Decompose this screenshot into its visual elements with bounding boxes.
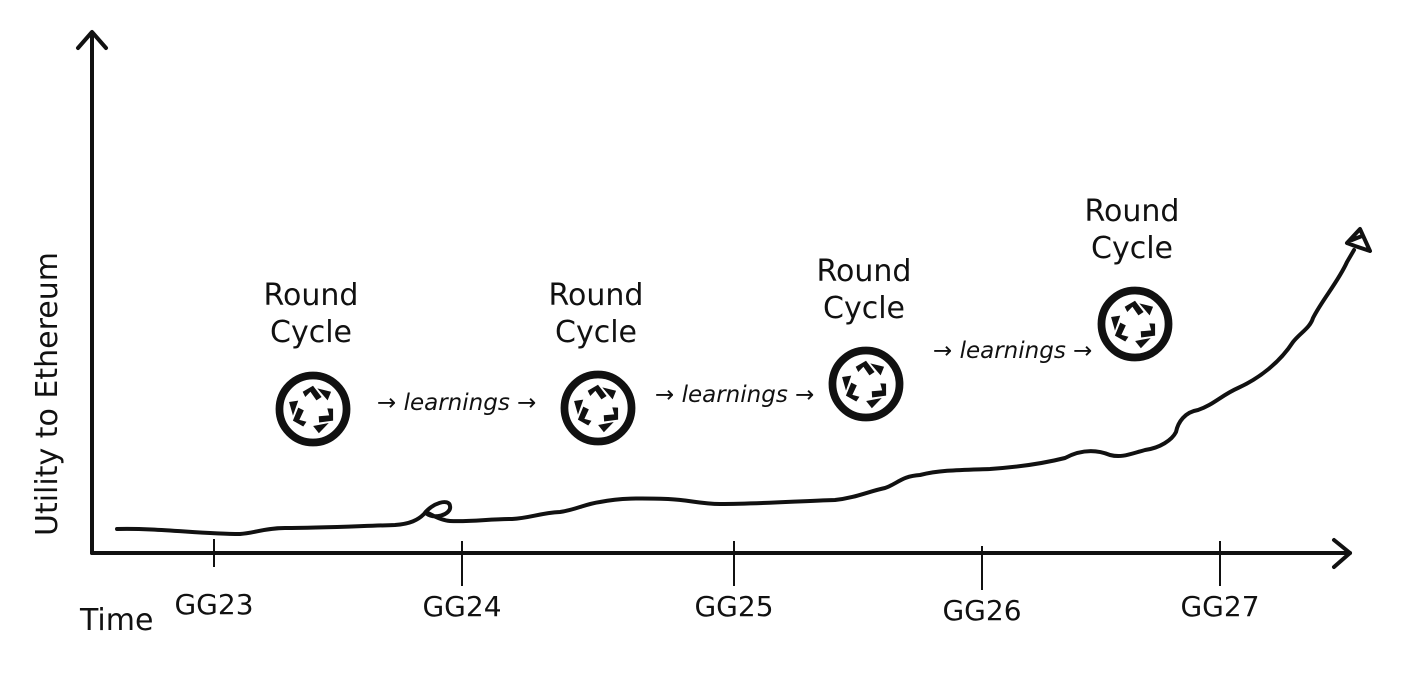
x-axis-arrowhead xyxy=(1332,538,1352,569)
round-title-line2: Cycle xyxy=(822,291,905,326)
y-axis-label: Utility to Ethereum xyxy=(30,252,65,536)
learnings-arrow: → learnings → xyxy=(933,338,1092,364)
tick-label-gg23: GG23 xyxy=(174,588,254,621)
round-title-line1: Round xyxy=(816,254,912,289)
x-axis-label: Time xyxy=(80,603,154,638)
recycle-icon xyxy=(832,350,899,417)
arrow-post: → xyxy=(517,390,537,416)
round-title-line1: Round xyxy=(548,278,644,313)
recycle-icon xyxy=(279,375,346,442)
utility-growth-curve xyxy=(115,248,1356,536)
round-cycle-title: Round Cycle xyxy=(264,277,359,351)
round-title-line2: Cycle xyxy=(269,315,352,350)
round-cycle-title: Round Cycle xyxy=(1085,193,1180,267)
recycle-icon xyxy=(564,374,631,441)
learnings-label: learnings xyxy=(681,382,788,408)
curve-arrowhead xyxy=(1345,227,1372,253)
recycle-icon xyxy=(1101,290,1168,357)
arrow-post: → xyxy=(1073,338,1093,364)
round-title-line2: Cycle xyxy=(554,315,637,350)
learnings-arrow: → learnings → xyxy=(377,390,536,416)
round-title-line1: Round xyxy=(1084,194,1180,229)
tick-label-gg27: GG27 xyxy=(1180,590,1260,623)
y-axis-arrowhead xyxy=(76,30,108,50)
tick-label-gg24: GG24 xyxy=(422,590,502,623)
tick-label-gg25: GG25 xyxy=(694,590,774,623)
round-title-line2: Cycle xyxy=(1090,231,1173,266)
learnings-label: learnings xyxy=(403,390,510,416)
learnings-label: learnings xyxy=(959,338,1066,364)
round-cycle-title: Round Cycle xyxy=(549,277,644,351)
tick-label-gg26: GG26 xyxy=(942,594,1022,627)
arrow-pre: → xyxy=(377,390,397,416)
arrow-pre: → xyxy=(933,338,953,364)
arrow-post: → xyxy=(795,382,815,408)
learnings-arrow: → learnings → xyxy=(655,382,814,408)
arrow-pre: → xyxy=(655,382,675,408)
round-cycle-title: Round Cycle xyxy=(817,253,912,327)
round-title-line1: Round xyxy=(263,278,359,313)
